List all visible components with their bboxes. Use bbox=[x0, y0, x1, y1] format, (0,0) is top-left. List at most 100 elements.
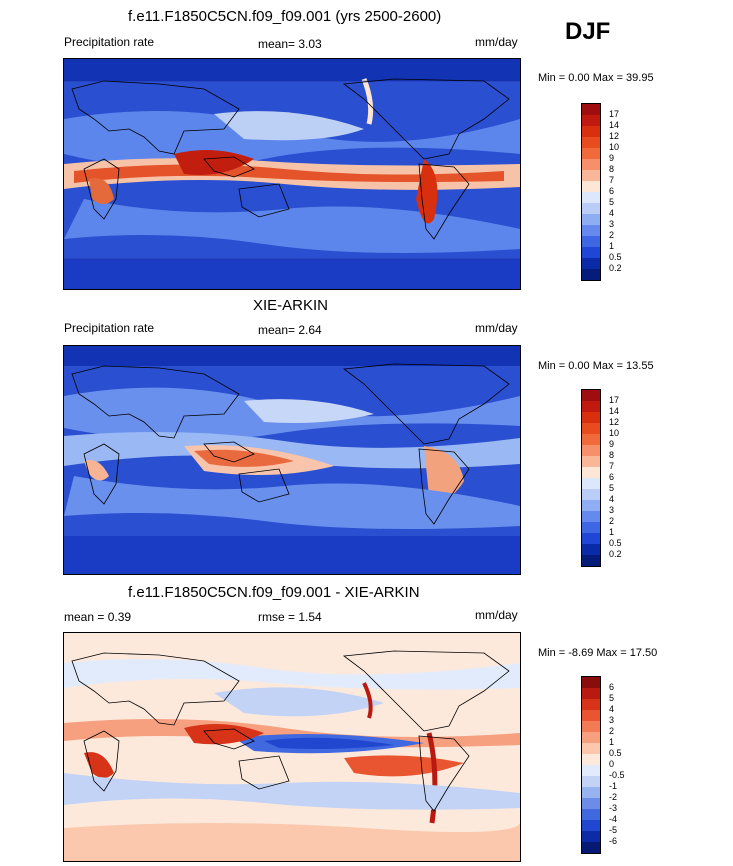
panel2-colorbar-swatch bbox=[582, 478, 600, 489]
panel3-map bbox=[63, 632, 521, 862]
panel3-colorbar-tick: -1 bbox=[609, 781, 618, 791]
panel3-colorbar-tick: 3 bbox=[609, 715, 615, 725]
panel3-title: f.e11.F1850C5CN.f09_f09.001 - XIE-ARKIN bbox=[128, 584, 420, 601]
panel3-colorbar-tick: 6 bbox=[609, 682, 615, 692]
panel3-mean-label: mean = 0.39 bbox=[64, 610, 132, 624]
panel2-title: XIE-ARKIN bbox=[253, 297, 329, 314]
panel2-colorbar-tick: 9 bbox=[609, 439, 615, 449]
panel1-colorbar-swatch bbox=[582, 236, 600, 247]
panel2-colorbar-tick: 0.2 bbox=[609, 549, 622, 559]
panel2-colorbar-tick: 3 bbox=[609, 505, 615, 515]
panel2-colorbar-swatch bbox=[582, 522, 600, 533]
panel3-map-plot bbox=[64, 633, 520, 861]
panel1-colorbar-swatch bbox=[582, 203, 600, 214]
panel2-map-plot bbox=[64, 346, 520, 574]
panel1-map-plot bbox=[64, 59, 520, 289]
panel1-colorbar-swatch bbox=[582, 214, 600, 225]
panel1-colorbar-tick: 3 bbox=[609, 219, 615, 229]
panel2-map bbox=[63, 345, 521, 575]
panel1-colorbar-tick: 10 bbox=[609, 142, 620, 152]
panel3-colorbar-swatch bbox=[582, 765, 600, 776]
panel2-colorbar-tick: 4 bbox=[609, 494, 615, 504]
panel2-colorbar-tick: 10 bbox=[609, 428, 620, 438]
panel3-colorbar-swatch bbox=[582, 809, 600, 820]
panel2-colorbar-swatch bbox=[582, 434, 600, 445]
panel1-colorbar-swatch bbox=[582, 115, 600, 126]
panel2-colorbar-swatch bbox=[582, 467, 600, 478]
panel2-colorbar-swatch bbox=[582, 401, 600, 412]
panel1-colorbar-tick: 7 bbox=[609, 175, 615, 185]
panel2-colorbar-swatch bbox=[582, 390, 600, 401]
panel2-minmax: Min = 0.00 Max = 13.55 bbox=[538, 360, 654, 372]
panel1-colorbar-tick: 5 bbox=[609, 197, 615, 207]
panel2-colorbar-tick: 0.5 bbox=[609, 538, 622, 548]
panel2-colorbar-tick: 14 bbox=[609, 406, 620, 416]
panel3-colorbar-swatch bbox=[582, 842, 600, 853]
panel2-colorbar-tick: 5 bbox=[609, 483, 615, 493]
panel1-colorbar-swatch bbox=[582, 104, 600, 115]
panel1-colorbar-tick: 12 bbox=[609, 131, 620, 141]
panel2-colorbar-swatch bbox=[582, 533, 600, 544]
panel3-colorbar-tick: 5 bbox=[609, 693, 615, 703]
panel1-colorbar-tick: 2 bbox=[609, 230, 615, 240]
panel2-colorbar-swatch bbox=[582, 412, 600, 423]
panel2-colorbar-swatch bbox=[582, 456, 600, 467]
panel2-colorbar-swatch bbox=[582, 445, 600, 456]
panel1-colorbar-tick: 0.2 bbox=[609, 263, 622, 273]
panel3-colorbar bbox=[581, 676, 601, 854]
panel1-colorbar-tick: 1 bbox=[609, 241, 615, 251]
panel1-colorbar-swatch bbox=[582, 126, 600, 137]
panel1-colorbar-tick: 4 bbox=[609, 208, 615, 218]
panel3-colorbar-swatch bbox=[582, 732, 600, 743]
panel3-colorbar-swatch bbox=[582, 677, 600, 688]
panel1-minmax: Min = 0.00 Max = 39.95 bbox=[538, 72, 654, 84]
panel3-colorbar-tick: -3 bbox=[609, 803, 618, 813]
panel2-colorbar-swatch bbox=[582, 423, 600, 434]
panel3-colorbar-tick: 0 bbox=[609, 759, 615, 769]
panel2-colorbar-tick: 7 bbox=[609, 461, 615, 471]
panel1-colorbar bbox=[581, 103, 601, 281]
panel3-colorbar-tick: -0.5 bbox=[609, 770, 625, 780]
panel2-colorbar-tick: 8 bbox=[609, 450, 615, 460]
season-label: DJF bbox=[565, 18, 611, 45]
panel2-variable-label: Precipitation rate bbox=[64, 321, 155, 335]
panel1-colorbar-swatch bbox=[582, 258, 600, 269]
panel1-colorbar-tick: 8 bbox=[609, 164, 615, 174]
panel2-colorbar-tick: 1 bbox=[609, 527, 615, 537]
panel1-colorbar-swatch bbox=[582, 170, 600, 181]
panel3-colorbar-tick: 2 bbox=[609, 726, 615, 736]
panel3-colorbar-tick: 0.5 bbox=[609, 748, 622, 758]
panel1-title: f.e11.F1850C5CN.f09_f09.001 (yrs 2500-26… bbox=[128, 8, 442, 25]
panel1-colorbar-swatch bbox=[582, 247, 600, 258]
panel2-colorbar-tick: 2 bbox=[609, 516, 615, 526]
panel1-colorbar-tick: 0.5 bbox=[609, 252, 622, 262]
panel1-mean-label: mean= 3.03 bbox=[258, 37, 322, 51]
panel2-colorbar bbox=[581, 389, 601, 567]
panel3-colorbar-swatch bbox=[582, 743, 600, 754]
panel2-colorbar-swatch bbox=[582, 511, 600, 522]
panel3-colorbar-tick: -6 bbox=[609, 836, 618, 846]
panel1-colorbar-swatch bbox=[582, 192, 600, 203]
panel1-colorbar-tick: 9 bbox=[609, 153, 615, 163]
panel3-colorbar-swatch bbox=[582, 721, 600, 732]
panel2-colorbar-swatch bbox=[582, 555, 600, 566]
panel3-minmax: Min = -8.69 Max = 17.50 bbox=[538, 647, 658, 659]
panel3-colorbar-swatch bbox=[582, 688, 600, 699]
panel1-colorbar-tick: 17 bbox=[609, 109, 620, 119]
panel3-colorbar-swatch bbox=[582, 820, 600, 831]
panel1-variable-label: Precipitation rate bbox=[64, 35, 155, 49]
panel3-colorbar-tick: -2 bbox=[609, 792, 618, 802]
panel2-colorbar-swatch bbox=[582, 489, 600, 500]
panel1-colorbar-tick: 14 bbox=[609, 120, 620, 130]
panel1-colorbar-swatch bbox=[582, 225, 600, 236]
panel3-colorbar-swatch bbox=[582, 787, 600, 798]
panel1-colorbar-swatch bbox=[582, 137, 600, 148]
panel3-colorbar-tick: -5 bbox=[609, 825, 618, 835]
panel2-colorbar-swatch bbox=[582, 544, 600, 555]
panel3-colorbar-tick: 4 bbox=[609, 704, 615, 714]
panel3-colorbar-swatch bbox=[582, 699, 600, 710]
panel2-colorbar-tick: 17 bbox=[609, 395, 620, 405]
panel3-colorbar-swatch bbox=[582, 776, 600, 787]
panel2-colorbar-tick: 12 bbox=[609, 417, 620, 427]
panel2-units: mm/day bbox=[475, 321, 518, 335]
